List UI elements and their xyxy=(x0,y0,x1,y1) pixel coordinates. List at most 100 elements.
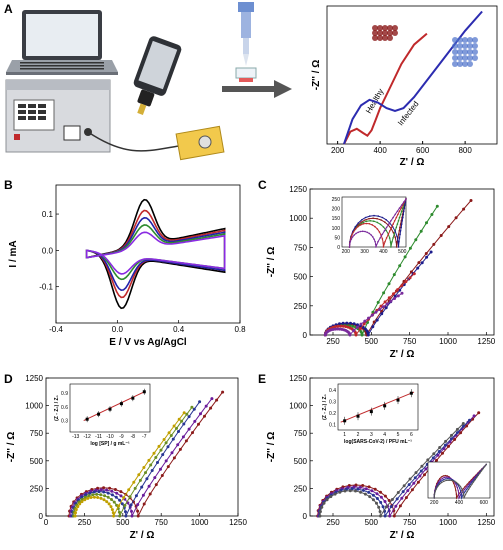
data-point xyxy=(474,479,476,481)
x-tick-label: 500 xyxy=(365,518,379,527)
data-point xyxy=(341,324,345,328)
data-point xyxy=(390,220,392,222)
data-point xyxy=(118,514,122,518)
data-point xyxy=(437,481,440,483)
data-point xyxy=(320,505,324,509)
data-point xyxy=(453,480,455,482)
data-point xyxy=(447,444,450,448)
data-point xyxy=(352,231,355,233)
data-point xyxy=(468,483,470,486)
data-point xyxy=(397,233,400,236)
data-point xyxy=(398,264,402,268)
y-tick-label: 1250 xyxy=(289,185,307,194)
x-tick-label: 250 xyxy=(326,337,340,346)
data-point xyxy=(470,481,472,483)
data-point xyxy=(439,234,443,237)
healthy-protein-icon xyxy=(372,25,398,41)
data-point xyxy=(182,411,186,415)
data-point xyxy=(468,418,471,422)
data-point xyxy=(83,498,87,502)
data-point xyxy=(395,216,398,219)
data-point xyxy=(400,291,404,295)
data-point xyxy=(371,224,374,226)
data-point xyxy=(170,451,174,455)
data-point xyxy=(400,284,404,288)
data-point xyxy=(420,261,424,265)
data-point xyxy=(461,488,463,490)
x-axis-label: Z' / Ω xyxy=(400,157,425,168)
data-point xyxy=(366,333,370,337)
data-point xyxy=(352,485,356,489)
data-point xyxy=(355,325,359,329)
data-point xyxy=(192,407,196,411)
data-point xyxy=(464,491,466,493)
nyquist-series-4 xyxy=(323,291,404,337)
inset-x-tick-label: -10 xyxy=(106,434,113,440)
data-point xyxy=(396,223,399,225)
data-point xyxy=(197,422,200,426)
data-point xyxy=(451,479,453,482)
data-point xyxy=(453,438,457,441)
data-point xyxy=(394,213,396,216)
data-point xyxy=(95,492,99,496)
data-point xyxy=(92,490,96,494)
plot-frame xyxy=(45,377,239,517)
data-point xyxy=(365,220,368,222)
data-point xyxy=(175,426,178,430)
y-axis-label: -Z'' / Ω xyxy=(266,247,277,278)
data-point xyxy=(118,498,122,502)
panel-c-letter: C xyxy=(258,178,267,192)
x-tick-label: 1250 xyxy=(477,337,495,346)
data-point xyxy=(435,488,437,490)
data-point xyxy=(393,294,397,298)
data-point xyxy=(145,477,149,481)
data-point xyxy=(86,496,90,500)
data-point xyxy=(385,302,389,306)
data-point xyxy=(157,444,161,448)
data-point xyxy=(484,465,486,468)
data-point xyxy=(399,213,402,216)
data-point xyxy=(396,294,400,298)
data-point xyxy=(352,322,356,326)
data-point xyxy=(391,240,393,243)
data-point xyxy=(354,333,358,337)
data-point xyxy=(403,255,407,259)
data-point xyxy=(117,510,121,514)
inset-x-tick-label: -12 xyxy=(84,434,91,440)
data-point xyxy=(152,451,156,455)
data-point xyxy=(184,439,188,443)
inset-y-tick-label: 0.2 xyxy=(329,411,336,417)
data-point xyxy=(460,490,462,493)
data-point xyxy=(153,476,157,480)
data-point xyxy=(96,496,100,499)
data-point xyxy=(352,329,356,333)
data-point xyxy=(341,321,345,325)
data-point xyxy=(419,469,423,473)
cv-curve-0 xyxy=(85,198,226,310)
data-point xyxy=(383,500,387,503)
plot-frame xyxy=(309,188,495,336)
data-point xyxy=(164,441,168,445)
data-point xyxy=(398,504,402,508)
inset-y-tick-label: 0 xyxy=(337,245,340,251)
data-point xyxy=(399,223,402,225)
data-point xyxy=(390,498,394,501)
data-point xyxy=(83,495,87,499)
data-point xyxy=(393,297,397,300)
data-point xyxy=(356,487,360,491)
data-point xyxy=(361,488,365,492)
y-tick-label: 250 xyxy=(294,484,308,493)
data-point xyxy=(429,250,433,254)
inset2-x-tick-label: 200 xyxy=(430,500,439,506)
data-point xyxy=(113,488,117,491)
data-point xyxy=(377,240,379,243)
data-point xyxy=(358,327,362,331)
data-point xyxy=(434,491,436,493)
data-point xyxy=(355,232,357,235)
inset2-x-tick-label: 400 xyxy=(455,500,464,506)
data-point xyxy=(455,481,458,484)
inset-x-tick-label: -13 xyxy=(72,434,79,440)
x-tick-label: 400 xyxy=(373,146,387,155)
data-point xyxy=(392,223,394,225)
inset-data-point xyxy=(356,414,360,418)
